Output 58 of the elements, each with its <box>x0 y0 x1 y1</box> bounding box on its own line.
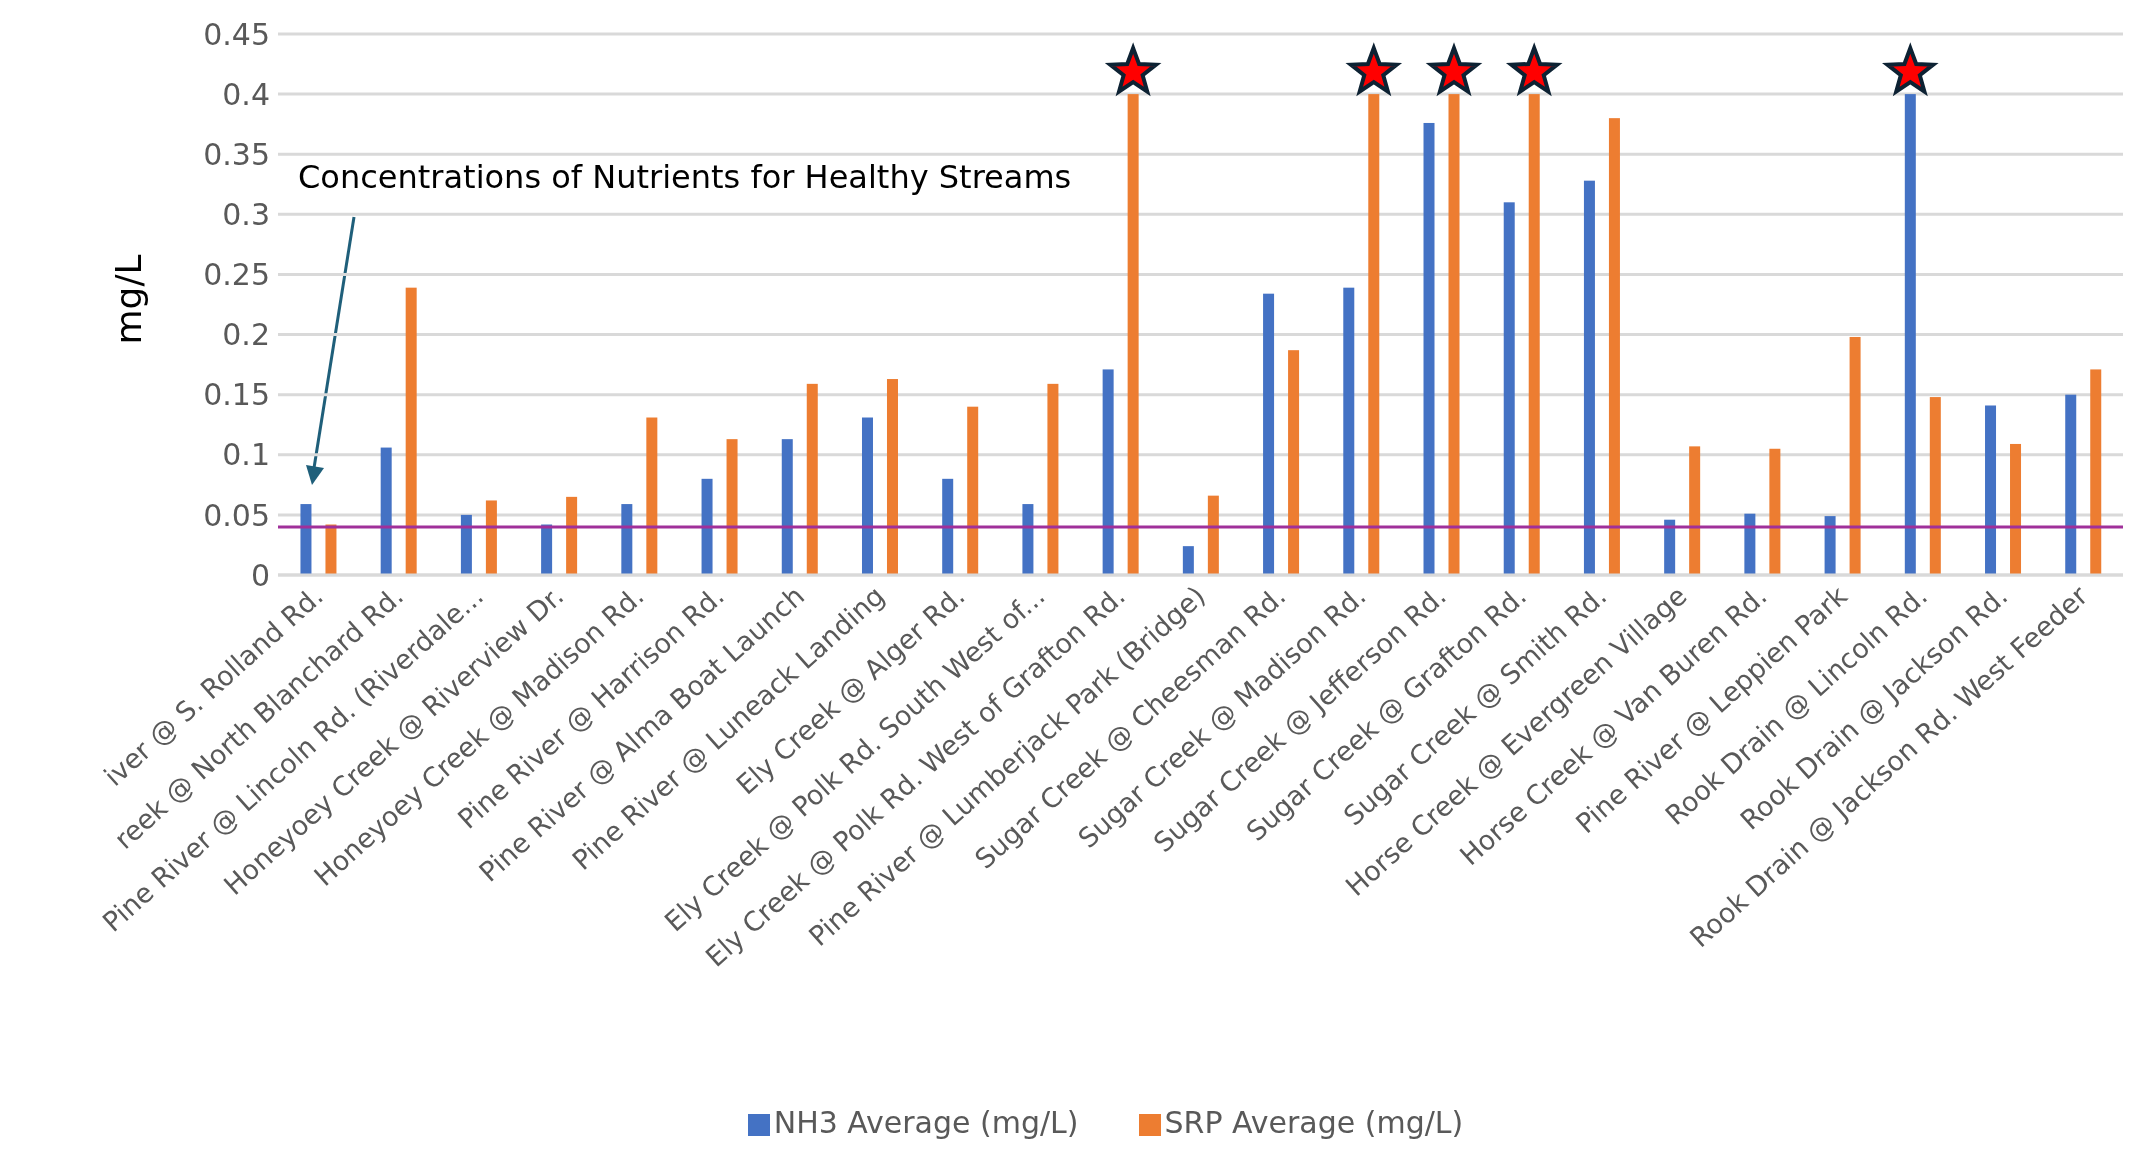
y-tick-label: 0.05 <box>203 497 270 533</box>
bar <box>1744 513 1756 575</box>
bar <box>2010 443 2022 575</box>
bar <box>2065 394 2077 575</box>
bar <box>942 478 954 575</box>
bar <box>1343 287 1355 575</box>
y-tick-label: 0.25 <box>203 257 270 293</box>
legend-label: SRP Average (mg/L) <box>1164 1105 1464 1140</box>
y-tick-label: 0 <box>250 557 270 593</box>
bar <box>566 496 578 575</box>
bar <box>701 478 713 575</box>
bar <box>781 439 793 575</box>
bar <box>380 447 392 575</box>
bar <box>861 417 873 575</box>
bar <box>1022 504 1034 575</box>
bar <box>1182 546 1194 575</box>
bar <box>1127 94 1139 575</box>
bar <box>1503 202 1515 575</box>
y-tick-label: 0.3 <box>222 196 270 232</box>
bar <box>1985 405 1997 575</box>
bar <box>1608 118 1620 575</box>
y-tick-label: 0.4 <box>222 76 270 112</box>
bar <box>1664 519 1676 575</box>
bar <box>1769 448 1781 575</box>
bar <box>1929 397 1941 575</box>
bar <box>405 287 417 575</box>
bar <box>1288 350 1300 575</box>
bar <box>1263 293 1275 575</box>
bar <box>646 417 658 575</box>
legend-label: NH3 Average (mg/L) <box>773 1105 1079 1140</box>
y-tick-label: 0.15 <box>203 377 270 413</box>
y-tick-label: 0.35 <box>203 136 270 172</box>
bar <box>621 504 633 575</box>
bar <box>726 439 738 575</box>
bar <box>806 383 818 575</box>
y-tick-label: 0.45 <box>203 16 270 52</box>
bar <box>1583 180 1595 575</box>
bar <box>1207 495 1219 575</box>
bar <box>1423 122 1435 575</box>
bar <box>485 500 497 575</box>
y-tick-label: 0.2 <box>222 317 270 353</box>
bar <box>1824 516 1836 575</box>
y-tick-label: 0.1 <box>222 437 270 473</box>
bar <box>1904 94 1916 575</box>
bar <box>460 514 472 575</box>
bar <box>1102 369 1114 575</box>
bar <box>1528 94 1540 575</box>
bar <box>1368 94 1380 575</box>
bar <box>886 379 898 575</box>
bar <box>1047 383 1059 575</box>
y-axis-title: mg/L <box>107 254 149 345</box>
bar <box>2090 369 2102 575</box>
annotation: Concentrations of Nutrients for Healthy Streams <box>298 158 1072 196</box>
bar <box>300 504 312 575</box>
bar <box>1689 446 1701 575</box>
bar <box>1448 94 1460 575</box>
bar <box>967 406 979 575</box>
bar <box>1849 336 1861 575</box>
